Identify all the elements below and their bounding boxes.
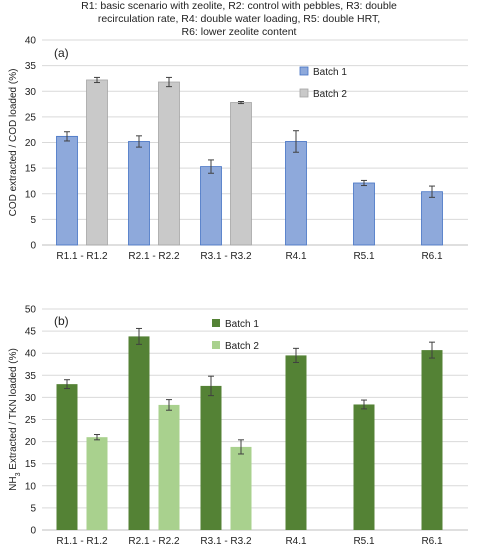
y-tick-label: 20: [25, 138, 37, 149]
y-tick-label: 35: [25, 371, 37, 382]
y-tick-label: 5: [30, 503, 36, 514]
caption-line-3: R6: lower zeolite content: [181, 26, 297, 38]
y-tick-label: 15: [25, 164, 37, 175]
x-tick-label: R6.1: [421, 536, 443, 547]
x-tick-label: R5.1: [353, 536, 375, 547]
panel-label: (a): [54, 46, 69, 60]
bar-batch-2: [86, 79, 108, 246]
y-tick-label: 0: [30, 526, 36, 537]
bar-batch-1: [285, 141, 307, 246]
caption-line-1: R1: basic scenario with zeolite, R2: con…: [81, 0, 397, 12]
y-tick-label: 45: [25, 327, 37, 338]
bar-batch-1: [421, 350, 443, 530]
x-tick-label: R1.1 - R1.2: [56, 251, 108, 262]
legend-swatch: [299, 88, 309, 98]
x-tick-label: R3.1 - R3.2: [200, 536, 252, 547]
chart-panel-a: 0 5 10 15 20 25 30 35 40 COD extracted / COD load…: [8, 36, 468, 262]
x-tick-label: R3.1 - R3.2: [200, 251, 252, 262]
caption-line-2: recirculation rate, R4: double water loa…: [97, 13, 381, 25]
legend-label: Batch 1: [313, 67, 347, 78]
bar-batch-1: [285, 355, 307, 530]
bar-batch-1: [200, 166, 222, 246]
y-tick-label: 30: [25, 87, 37, 98]
y-tick-label: 50: [25, 305, 37, 316]
bar-batch-2: [86, 437, 108, 530]
legend-swatch: [212, 319, 220, 327]
y-tick-label: 10: [25, 481, 37, 492]
y-tick-label: 35: [25, 61, 37, 72]
y-axis-label: NH3 Extracted / TKN loaded (%): [8, 348, 22, 491]
bar-batch-2: [158, 404, 180, 530]
y-axis-label: COD extracted / COD loaded (%): [8, 69, 19, 217]
bar-batch-1: [353, 182, 375, 246]
bar-batch-1: [353, 404, 375, 530]
bar-batch-1: [128, 336, 150, 530]
bar-batch-2: [230, 446, 252, 530]
legend-label: Batch 2: [313, 89, 347, 100]
chart-panel-b: 0 5 10 15 20 25 30 35 40 45 50 NH3 Extracted / TKN …: [8, 305, 468, 547]
legend-label: Batch 2: [225, 341, 259, 352]
x-tick-label: R2.1 - R2.2: [128, 251, 180, 262]
y-tick-label: 10: [25, 189, 37, 200]
figure-caption: R1: basic scenario with zeolite, R2: con…: [0, 0, 478, 39]
y-tick-label: 25: [25, 112, 37, 123]
y-tick-label: 40: [25, 349, 37, 360]
legend-swatch: [299, 66, 309, 76]
y-axis-label-subscript: 3: [15, 472, 22, 476]
y-tick-label: 20: [25, 437, 37, 448]
y-tick-label: 25: [25, 415, 37, 426]
bar-batch-1: [200, 385, 222, 530]
y-axis-label-part: NH: [8, 476, 19, 490]
y-tick-label: 40: [25, 36, 37, 47]
bar-batch-1: [421, 191, 443, 246]
bar-batch-1: [128, 141, 150, 246]
bar-batch-1: [56, 384, 78, 530]
y-axis-label-part: Extracted / TKN loaded (%): [8, 348, 19, 472]
x-tick-label: R2.1 - R2.2: [128, 536, 180, 547]
y-tick-label: 30: [25, 393, 37, 404]
x-tick-label: R1.1 - R1.2: [56, 536, 108, 547]
x-tick-label: R6.1: [421, 251, 443, 262]
x-tick-label: R4.1: [285, 536, 307, 547]
legend-swatch: [212, 341, 220, 349]
y-tick-label: 0: [30, 241, 36, 252]
y-tick-label: 5: [30, 215, 36, 226]
bar-batch-1: [56, 135, 78, 246]
panel-label: (b): [54, 314, 69, 328]
bar-batch-2: [230, 102, 252, 246]
y-tick-label: 15: [25, 459, 37, 470]
bar-batch-2: [158, 81, 180, 246]
x-tick-label: R5.1: [353, 251, 375, 262]
x-tick-label: R4.1: [285, 251, 307, 262]
legend-label: Batch 1: [225, 319, 259, 330]
